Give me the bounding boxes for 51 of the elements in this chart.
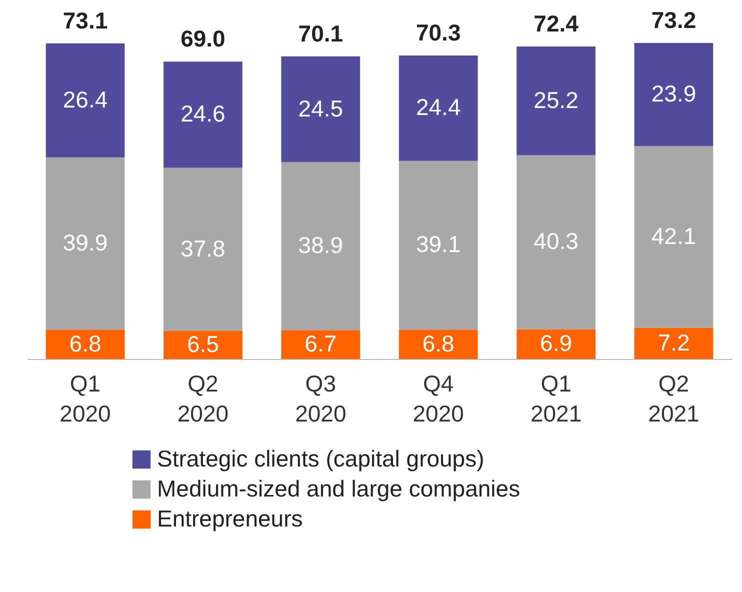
total-label: 72.4 — [534, 10, 579, 36]
total-label: 73.1 — [62, 7, 108, 34]
total-label: 70.1 — [298, 20, 344, 46]
data-label: 37.8 — [180, 235, 226, 262]
data-label: 6.7 — [304, 330, 337, 357]
data-label: 6.8 — [69, 330, 102, 356]
data-label: 38.9 — [298, 232, 344, 258]
x-tick-label: Q4 2020 — [412, 370, 464, 426]
data-label: 40.3 — [534, 228, 578, 254]
bar — [398, 56, 478, 161]
bar — [398, 330, 478, 359]
legend-label: Strategic clients (capital groups) — [157, 446, 484, 472]
bar — [46, 157, 125, 330]
x-tick-label: Q3 2020 — [295, 370, 346, 426]
legend-label: Entrepreneurs — [157, 506, 303, 532]
bar — [164, 330, 242, 359]
data-label: 25.2 — [534, 86, 578, 113]
bar — [281, 162, 360, 330]
data-label: 24.5 — [298, 95, 344, 122]
bar — [46, 330, 125, 359]
total-label: 69.0 — [180, 26, 226, 52]
data-label: 39.1 — [416, 231, 461, 258]
bar — [634, 328, 714, 359]
data-label: 24.4 — [416, 94, 461, 120]
data-label: 39.9 — [62, 230, 108, 256]
bar — [164, 168, 242, 331]
data-label: 24.6 — [180, 100, 226, 127]
bar — [634, 43, 714, 146]
bar — [516, 46, 596, 156]
x-tick-label: Q1 2020 — [60, 370, 111, 426]
total-label: 70.3 — [416, 20, 461, 46]
data-label: 26.4 — [62, 86, 108, 112]
data-label: 23.9 — [651, 80, 696, 107]
bar — [281, 330, 360, 359]
bar — [164, 62, 242, 168]
x-tick-label: Q2 2021 — [648, 370, 700, 426]
x-tick-label: Q2 2020 — [177, 370, 229, 426]
data-label: 6.9 — [540, 330, 572, 356]
bar — [281, 56, 360, 162]
data-label: 7.2 — [658, 329, 690, 356]
data-label: 6.5 — [186, 330, 219, 357]
bar — [516, 329, 596, 359]
bar — [46, 43, 125, 158]
data-label: 42.1 — [651, 223, 696, 250]
x-tick-label: Q1 2021 — [530, 370, 582, 426]
data-label: 6.8 — [422, 330, 454, 356]
bar — [398, 160, 478, 330]
bar — [634, 146, 714, 328]
total-label: 73.2 — [651, 7, 696, 33]
bar — [516, 155, 596, 330]
legend-label: Medium-sized and large companies — [157, 476, 520, 502]
